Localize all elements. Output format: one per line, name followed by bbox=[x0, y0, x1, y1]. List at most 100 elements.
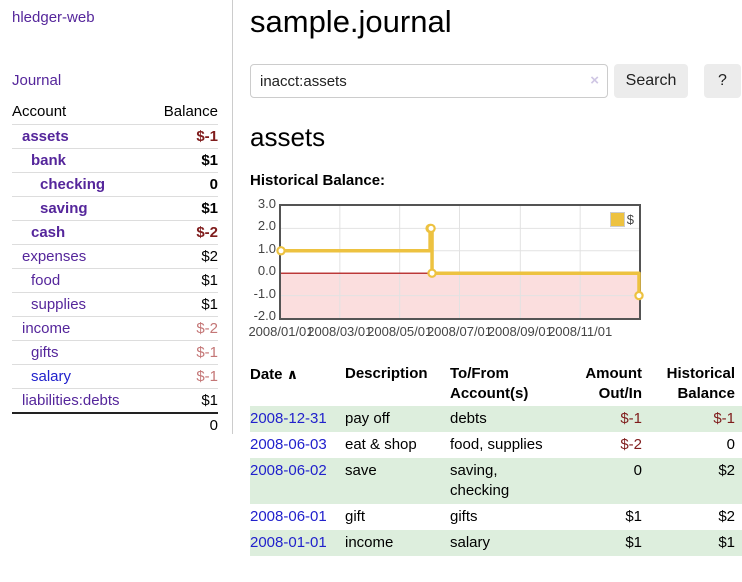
account-balance: $-2 bbox=[148, 220, 218, 245]
chart-heading: Historical Balance: bbox=[250, 172, 386, 189]
transaction-date-link[interactable]: 2008-12-31 bbox=[250, 410, 327, 427]
transaction-accounts: saving, checking bbox=[450, 462, 510, 499]
account-balance: $1 bbox=[148, 292, 218, 317]
account-row: supplies $1 bbox=[12, 292, 218, 317]
account-row: cash $-2 bbox=[12, 220, 218, 245]
register-header-balance: Historical Balance bbox=[666, 365, 735, 402]
register-table: Date ∧ Description To/From Account(s) Am… bbox=[250, 362, 742, 556]
search-input[interactable] bbox=[250, 64, 608, 98]
register-row: 2008-06-03 eat & shop food, supplies $-2 0 bbox=[250, 432, 742, 458]
register-row: 2008-12-31 pay off debts $-1 $-1 bbox=[250, 406, 742, 432]
register-header-description: Description bbox=[345, 365, 428, 382]
register-row: 2008-01-01 income salary $1 $1 bbox=[250, 530, 742, 556]
account-balance: $-1 bbox=[148, 340, 218, 365]
transaction-description: gift bbox=[345, 508, 366, 525]
transaction-balance: $2 bbox=[718, 508, 735, 525]
account-row: food $1 bbox=[12, 268, 218, 293]
historical-balance-chart: 3.0 2.0 1.0 0.0 -1.0 -2.0 $ 2008/01/01 2008/03… bbox=[248, 197, 742, 342]
search-form: × Search ? bbox=[250, 64, 742, 98]
help-button[interactable]: ? bbox=[704, 64, 741, 98]
account-balance: $1 bbox=[148, 148, 218, 173]
transaction-date-link[interactable]: 2008-01-01 bbox=[250, 534, 327, 551]
y-axis-tick-label: 2.0 bbox=[257, 218, 276, 234]
account-heading: assets bbox=[250, 122, 326, 152]
transaction-description: eat & shop bbox=[345, 436, 417, 453]
account-link[interactable]: cash bbox=[31, 224, 66, 241]
transaction-date-link[interactable]: 2008-06-01 bbox=[250, 508, 327, 525]
y-axis-tick-label: 0.0 bbox=[257, 263, 276, 279]
transaction-accounts: salary bbox=[450, 534, 491, 551]
account-link[interactable]: saving bbox=[40, 200, 88, 217]
x-axis-tick-label: 2008/01/01 bbox=[248, 324, 314, 339]
chart-plot-area: $ bbox=[276, 204, 644, 320]
account-row: gifts $-1 bbox=[12, 340, 218, 365]
account-link[interactable]: liabilities:debts bbox=[22, 392, 120, 409]
account-link[interactable]: gifts bbox=[31, 344, 59, 361]
transaction-accounts: gifts bbox=[450, 508, 478, 525]
transaction-amount: $1 bbox=[625, 534, 642, 551]
transaction-amount: $-2 bbox=[620, 436, 642, 453]
account-row: bank $1 bbox=[12, 148, 218, 173]
transaction-description: pay off bbox=[345, 410, 390, 427]
account-link[interactable]: income bbox=[22, 320, 71, 337]
transaction-balance: $-1 bbox=[713, 410, 735, 427]
account-row: liabilities:debts $1 bbox=[12, 388, 218, 413]
account-link[interactable]: checking bbox=[40, 176, 106, 193]
register-header-row: Date ∧ Description To/From Account(s) Am… bbox=[250, 362, 742, 406]
transaction-accounts: food, supplies bbox=[450, 436, 543, 453]
sort-ascending-icon: ∧ bbox=[286, 366, 299, 382]
account-link[interactable]: bank bbox=[31, 152, 67, 169]
account-balance: $1 bbox=[148, 388, 218, 413]
account-link[interactable]: salary bbox=[31, 368, 72, 385]
account-row: expenses $2 bbox=[12, 244, 218, 269]
x-axis-tick-label: 2008/05/01 bbox=[367, 324, 433, 339]
account-link[interactable]: food bbox=[31, 272, 61, 289]
account-link[interactable]: expenses bbox=[22, 248, 87, 265]
register-header-amount: Amount Out/In bbox=[585, 365, 642, 402]
x-axis-tick-label: 2008/03/01 bbox=[307, 324, 373, 339]
transaction-balance: 0 bbox=[726, 436, 735, 453]
y-axis-tick-label: 3.0 bbox=[257, 196, 276, 211]
register-header-date[interactable]: Date ∧ bbox=[250, 366, 299, 383]
account-balance: $1 bbox=[148, 196, 218, 221]
register-header-accounts: To/From Account(s) bbox=[450, 365, 529, 402]
y-axis-tick-label: 1.0 bbox=[257, 240, 276, 256]
transaction-balance: $1 bbox=[718, 534, 735, 551]
account-balance: $-1 bbox=[148, 124, 218, 149]
transaction-balance: $2 bbox=[718, 462, 735, 479]
accounts-total-value: 0 bbox=[148, 412, 218, 437]
transaction-amount: $-1 bbox=[620, 410, 642, 427]
x-axis-tick-label: 2008/07/01 bbox=[426, 324, 493, 339]
accounts-table: Account Balance assets $-1 bank $1 checking 0… bbox=[12, 103, 218, 437]
main-content: sample.journal × Search ? assets Histori… bbox=[248, 0, 742, 556]
account-link[interactable]: assets bbox=[22, 128, 69, 145]
chart-canvas bbox=[276, 206, 644, 318]
account-link[interactable]: supplies bbox=[31, 296, 87, 313]
legend-label: $ bbox=[626, 212, 634, 227]
sidebar: hledger-web Journal Account Balance asse… bbox=[0, 0, 233, 437]
accounts-total-row: 0 bbox=[12, 412, 218, 437]
account-balance: 0 bbox=[148, 172, 218, 197]
account-row: salary $-1 bbox=[12, 364, 218, 389]
transaction-date-link[interactable]: 2008-06-02 bbox=[250, 462, 327, 479]
register-table-body: 2008-12-31 pay off debts $-1 $-1 2008-06-03 ea… bbox=[250, 406, 742, 556]
clear-search-icon[interactable]: × bbox=[590, 72, 599, 89]
y-axis-tick-label: -1.0 bbox=[253, 285, 276, 301]
account-balance: $1 bbox=[148, 268, 218, 293]
sidebar-item-journal[interactable]: Journal bbox=[12, 72, 62, 89]
account-row: assets $-1 bbox=[12, 124, 218, 149]
x-axis-tick-label: 2008/09/01 bbox=[487, 324, 553, 339]
account-row: checking 0 bbox=[12, 172, 218, 197]
search-button[interactable]: Search bbox=[614, 64, 688, 98]
transaction-description: save bbox=[345, 462, 377, 479]
y-axis-tick-label: -2.0 bbox=[253, 308, 276, 323]
transaction-description: income bbox=[345, 534, 394, 551]
transaction-accounts: debts bbox=[450, 410, 487, 427]
register-row: 2008-06-01 gift gifts $1 $2 bbox=[250, 504, 742, 530]
app-title-link[interactable]: hledger-web bbox=[12, 9, 95, 26]
transaction-amount: $1 bbox=[625, 508, 642, 525]
account-row: income $-2 bbox=[12, 316, 218, 341]
transaction-amount: 0 bbox=[633, 462, 642, 479]
account-balance: $-2 bbox=[148, 316, 218, 341]
transaction-date-link[interactable]: 2008-06-03 bbox=[250, 436, 327, 453]
